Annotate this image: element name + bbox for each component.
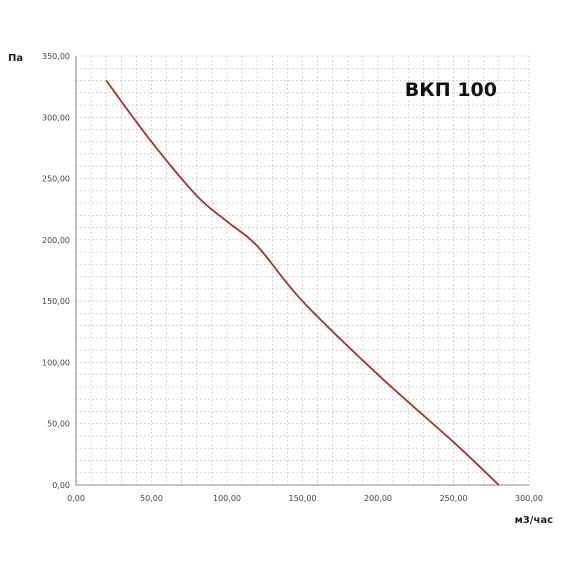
x-tick-label: 300,00 [515,494,543,503]
x-tick-label: 50,00 [140,494,163,503]
chart-title: ВКП 100 [405,79,497,101]
y-tick-label: 150,00 [42,297,70,306]
y-tick-label: 350,00 [42,52,70,61]
series-layer [105,79,500,486]
series-line [105,79,500,486]
x-tick-label: 250,00 [440,494,468,503]
axes: 0,00 50,00 100,00 150,00 200,00 250,00 300,00 0… [42,52,543,503]
labels: ВКП 100 Па м3/час [8,53,553,526]
x-tick-label: 100,00 [213,494,241,503]
y-tick-label: 0,00 [52,481,70,490]
y-tick-label: 50,00 [47,420,70,429]
x-axis-label: м3/час [515,515,553,526]
x-tick-label: 150,00 [289,494,317,503]
y-tick-label: 200,00 [42,236,70,245]
y-tick-label: 300,00 [42,113,70,122]
y-tick-label: 100,00 [42,358,70,367]
x-tick-label: 200,00 [364,494,392,503]
y-axis-label: Па [8,53,23,64]
x-tick-label: 0,00 [67,494,85,503]
y-tick-label: 250,00 [42,175,70,184]
